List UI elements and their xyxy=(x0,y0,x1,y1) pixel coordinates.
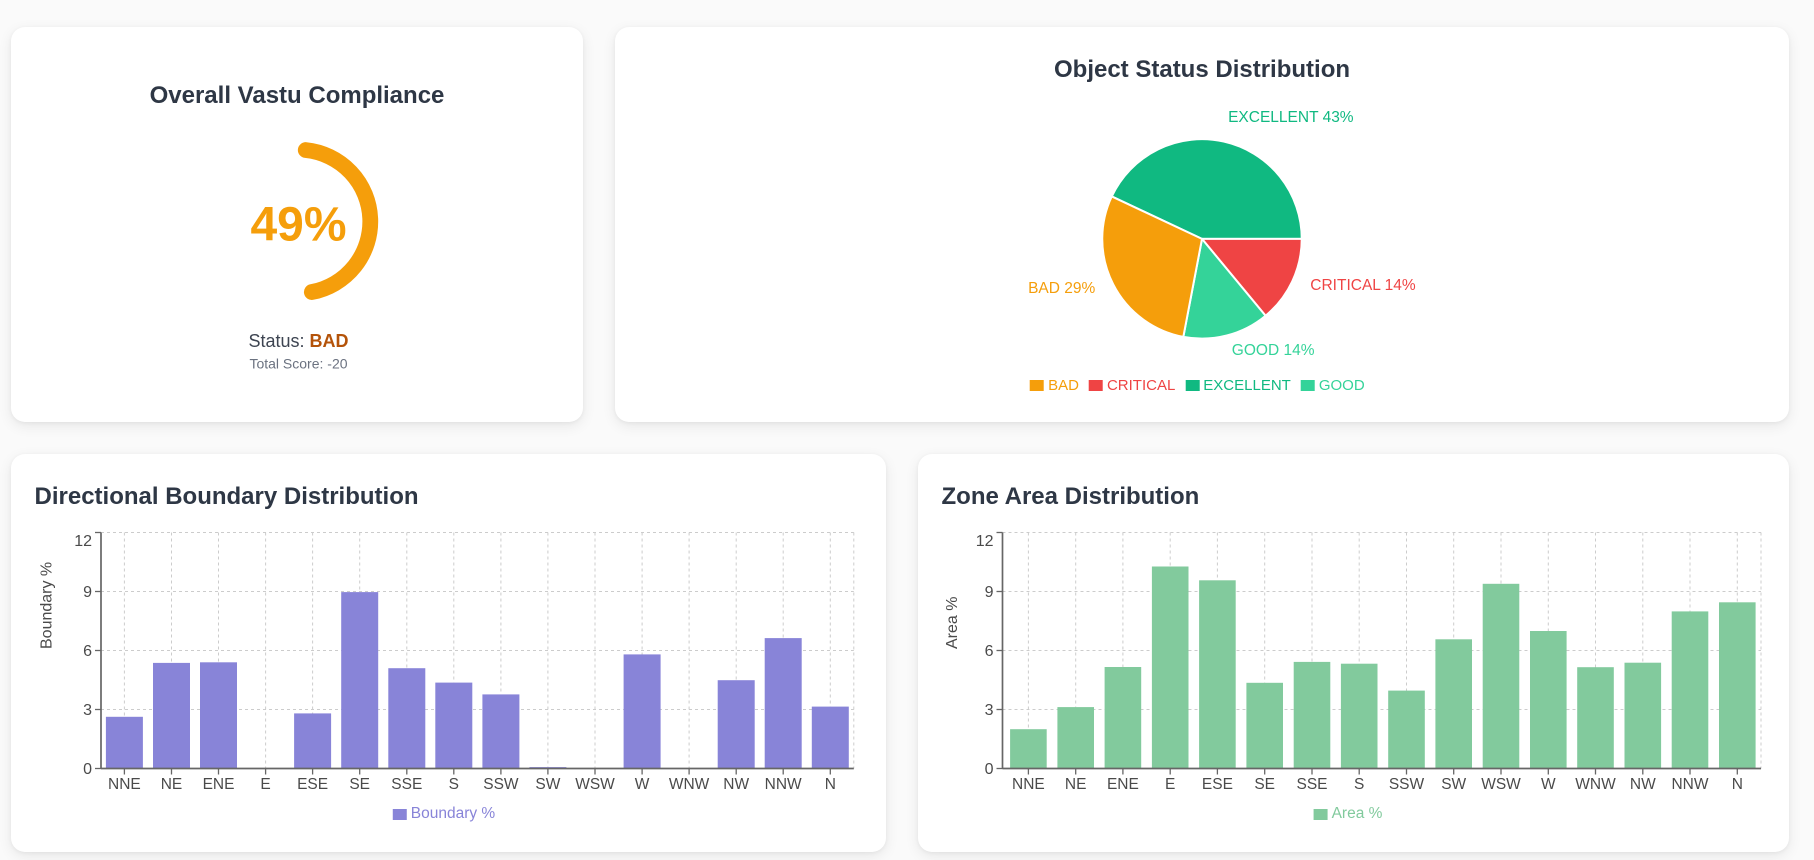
svg-text:3: 3 xyxy=(985,702,994,719)
svg-text:Boundary %: Boundary % xyxy=(39,562,56,649)
svg-text:3: 3 xyxy=(83,702,92,719)
svg-text:ENE: ENE xyxy=(203,776,235,793)
svg-text:N: N xyxy=(825,776,836,793)
svg-text:Area %: Area % xyxy=(944,597,961,649)
svg-text:EXCELLENT 43%: EXCELLENT 43% xyxy=(1228,109,1354,126)
svg-text:N: N xyxy=(1732,776,1743,793)
svg-text:12: 12 xyxy=(976,533,994,550)
svg-text:S: S xyxy=(1354,776,1364,793)
svg-text:SSW: SSW xyxy=(1389,776,1425,793)
svg-text:49%: 49% xyxy=(250,199,346,252)
svg-text:12: 12 xyxy=(74,533,92,550)
svg-text:CRITICAL 14%: CRITICAL 14% xyxy=(1310,277,1416,294)
svg-text:NW: NW xyxy=(1630,776,1656,793)
svg-text:6: 6 xyxy=(985,643,994,660)
svg-text:WSW: WSW xyxy=(1481,776,1521,793)
svg-text:NNW: NNW xyxy=(765,776,802,793)
svg-text:WSW: WSW xyxy=(575,776,615,793)
svg-text:W: W xyxy=(1541,776,1556,793)
svg-text:ESE: ESE xyxy=(297,776,328,793)
svg-text:SSE: SSE xyxy=(391,776,422,793)
svg-text:NNE: NNE xyxy=(108,776,141,793)
svg-text:E: E xyxy=(260,776,270,793)
svg-text:Status: BAD: Status: BAD xyxy=(248,331,348,351)
svg-text:SE: SE xyxy=(1254,776,1275,793)
svg-text:ENE: ENE xyxy=(1107,776,1139,793)
svg-text:SW: SW xyxy=(1441,776,1466,793)
svg-text:NW: NW xyxy=(723,776,749,793)
svg-text:6: 6 xyxy=(83,643,92,660)
svg-text:SE: SE xyxy=(349,776,370,793)
svg-text:SSE: SSE xyxy=(1296,776,1327,793)
svg-text:NNW: NNW xyxy=(1671,776,1708,793)
svg-text:E: E xyxy=(1165,776,1175,793)
svg-text:NNE: NNE xyxy=(1012,776,1045,793)
svg-text:0: 0 xyxy=(83,761,92,778)
svg-text:WNW: WNW xyxy=(1575,776,1616,793)
svg-text:BAD 29%: BAD 29% xyxy=(1028,280,1095,297)
svg-text:GOOD 14%: GOOD 14% xyxy=(1232,342,1315,359)
svg-text:9: 9 xyxy=(83,584,92,601)
svg-text:ESE: ESE xyxy=(1202,776,1233,793)
svg-text:WNW: WNW xyxy=(669,776,710,793)
svg-text:NE: NE xyxy=(161,776,183,793)
svg-text:S: S xyxy=(449,776,459,793)
svg-text:0: 0 xyxy=(985,761,994,778)
svg-text:SSW: SSW xyxy=(483,776,519,793)
svg-text:Total Score: -20: Total Score: -20 xyxy=(249,356,347,372)
svg-text:W: W xyxy=(635,776,650,793)
svg-text:SW: SW xyxy=(535,776,560,793)
svg-text:NE: NE xyxy=(1065,776,1087,793)
svg-text:9: 9 xyxy=(985,584,994,601)
